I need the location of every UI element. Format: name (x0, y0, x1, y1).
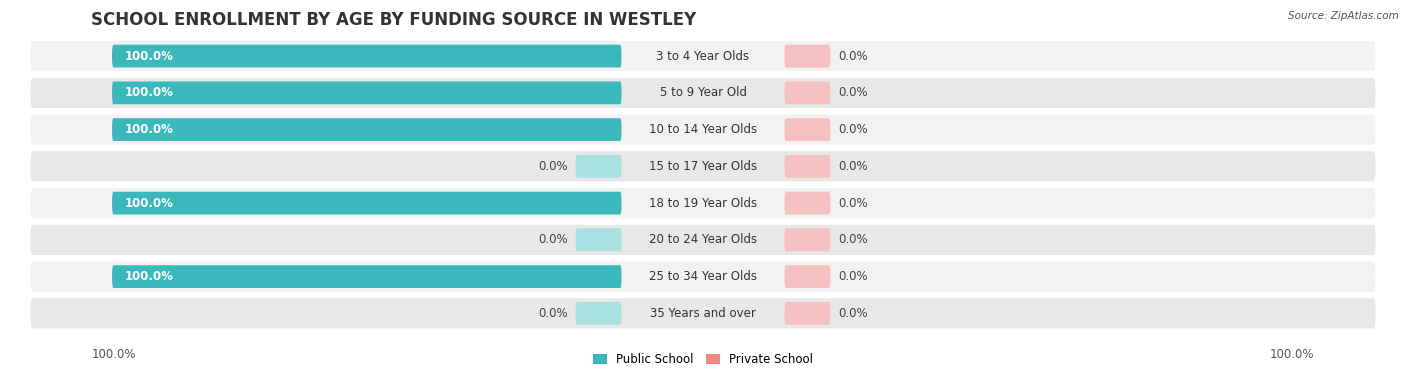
Legend: Public School, Private School: Public School, Private School (588, 349, 818, 371)
FancyBboxPatch shape (31, 115, 1375, 145)
Text: 18 to 19 Year Olds: 18 to 19 Year Olds (650, 197, 756, 210)
FancyBboxPatch shape (785, 228, 831, 251)
FancyBboxPatch shape (31, 41, 1375, 71)
FancyBboxPatch shape (575, 228, 621, 251)
Text: 0.0%: 0.0% (838, 160, 868, 173)
Text: 5 to 9 Year Old: 5 to 9 Year Old (659, 86, 747, 99)
FancyBboxPatch shape (112, 118, 621, 141)
FancyBboxPatch shape (31, 262, 1375, 292)
FancyBboxPatch shape (785, 81, 831, 104)
Text: 100.0%: 100.0% (125, 86, 174, 99)
Text: SCHOOL ENROLLMENT BY AGE BY FUNDING SOURCE IN WESTLEY: SCHOOL ENROLLMENT BY AGE BY FUNDING SOUR… (91, 11, 696, 29)
Text: 35 Years and over: 35 Years and over (650, 307, 756, 320)
Text: 0.0%: 0.0% (538, 160, 568, 173)
Text: 100.0%: 100.0% (1270, 348, 1315, 361)
Text: 100.0%: 100.0% (125, 197, 174, 210)
Text: Source: ZipAtlas.com: Source: ZipAtlas.com (1288, 11, 1399, 21)
Text: 0.0%: 0.0% (838, 270, 868, 283)
FancyBboxPatch shape (112, 81, 621, 104)
FancyBboxPatch shape (785, 155, 831, 178)
Text: 0.0%: 0.0% (538, 233, 568, 246)
FancyBboxPatch shape (575, 155, 621, 178)
FancyBboxPatch shape (112, 45, 621, 67)
Text: 0.0%: 0.0% (838, 86, 868, 99)
Text: 0.0%: 0.0% (538, 307, 568, 320)
Text: 10 to 14 Year Olds: 10 to 14 Year Olds (650, 123, 756, 136)
FancyBboxPatch shape (785, 118, 831, 141)
FancyBboxPatch shape (31, 298, 1375, 328)
FancyBboxPatch shape (785, 302, 831, 325)
Text: 100.0%: 100.0% (125, 123, 174, 136)
FancyBboxPatch shape (112, 265, 621, 288)
FancyBboxPatch shape (31, 188, 1375, 218)
Text: 0.0%: 0.0% (838, 50, 868, 63)
FancyBboxPatch shape (31, 225, 1375, 255)
Text: 100.0%: 100.0% (91, 348, 136, 361)
Text: 0.0%: 0.0% (838, 233, 868, 246)
Text: 0.0%: 0.0% (838, 197, 868, 210)
Text: 0.0%: 0.0% (838, 307, 868, 320)
Text: 100.0%: 100.0% (125, 50, 174, 63)
FancyBboxPatch shape (785, 192, 831, 215)
Text: 3 to 4 Year Olds: 3 to 4 Year Olds (657, 50, 749, 63)
FancyBboxPatch shape (575, 302, 621, 325)
FancyBboxPatch shape (785, 45, 831, 67)
Text: 15 to 17 Year Olds: 15 to 17 Year Olds (650, 160, 756, 173)
FancyBboxPatch shape (31, 78, 1375, 108)
Text: 20 to 24 Year Olds: 20 to 24 Year Olds (650, 233, 756, 246)
FancyBboxPatch shape (31, 151, 1375, 181)
Text: 0.0%: 0.0% (838, 123, 868, 136)
FancyBboxPatch shape (785, 265, 831, 288)
Text: 25 to 34 Year Olds: 25 to 34 Year Olds (650, 270, 756, 283)
FancyBboxPatch shape (112, 192, 621, 215)
Text: 100.0%: 100.0% (125, 270, 174, 283)
